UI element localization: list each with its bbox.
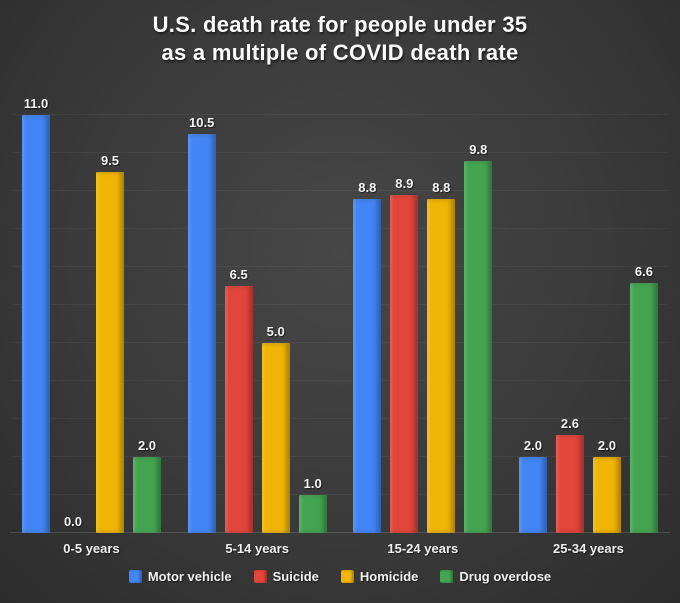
bar-group: 11.0 0.0 9.5 2.0 bbox=[22, 96, 161, 534]
gridline bbox=[12, 342, 668, 344]
value-label: 2.0 bbox=[597, 438, 616, 454]
chart-title-line2: as a multiple of COVID death rate bbox=[161, 40, 519, 66]
gridline bbox=[12, 190, 668, 192]
legend-label: Homicide bbox=[359, 569, 419, 585]
bar-drug-overdose bbox=[133, 457, 161, 534]
bar-homicide bbox=[96, 172, 124, 534]
bar-group: 10.5 6.5 5.0 1.0 bbox=[187, 115, 327, 534]
chart-title: U.S. death rate for people under 35 as a… bbox=[0, 0, 680, 67]
category-label: 25-34 years bbox=[553, 541, 624, 557]
bar-slot: 5.0 bbox=[261, 324, 290, 534]
bar-drug-overdose bbox=[464, 160, 493, 534]
bar-group: 2.0 2.6 2.0 6.6 bbox=[518, 263, 658, 534]
gridline bbox=[12, 494, 668, 496]
legend-item: Motor vehicle bbox=[128, 569, 232, 585]
value-label: 2.0 bbox=[523, 438, 542, 454]
bar-slot: 2.0 bbox=[133, 438, 161, 534]
chart-area: 11.0 0.0 9.5 2.0 10.5 6.5 5.0 1.0 8.8 8.9 8.8 9.8 2.… bbox=[0, 73, 680, 534]
bar-homicide bbox=[427, 198, 456, 534]
bar-motor-vehicle bbox=[518, 457, 547, 534]
value-label: 8.8 bbox=[432, 179, 451, 195]
bar-slot: 9.8 bbox=[464, 141, 493, 534]
value-label: 8.8 bbox=[358, 179, 377, 195]
bar-motor-vehicle bbox=[187, 134, 216, 534]
bar-slot: 8.8 bbox=[427, 179, 456, 534]
category-label: 15-24 years bbox=[387, 541, 459, 557]
value-label: 1.0 bbox=[303, 476, 322, 492]
legend-swatch bbox=[340, 570, 354, 584]
bar-motor-vehicle bbox=[353, 198, 382, 534]
bar-homicide bbox=[261, 343, 290, 534]
value-label: 8.9 bbox=[395, 176, 414, 192]
gridline bbox=[12, 266, 668, 268]
gridline bbox=[12, 228, 668, 230]
bar-slot: 1.0 bbox=[298, 476, 327, 534]
bar-slot: 0.0 bbox=[59, 514, 87, 533]
gridline bbox=[12, 456, 668, 458]
bar-homicide bbox=[592, 457, 621, 534]
legend-swatch bbox=[440, 570, 454, 584]
bar-slot: 8.9 bbox=[390, 176, 419, 534]
bar-slot: 9.5 bbox=[96, 153, 124, 534]
value-label: 10.5 bbox=[189, 115, 215, 131]
bar-group: 8.8 8.9 8.8 9.8 bbox=[353, 141, 493, 534]
gridline bbox=[12, 114, 668, 116]
value-label: 9.8 bbox=[469, 141, 488, 157]
bar-suicide bbox=[555, 434, 584, 534]
value-label: 6.5 bbox=[229, 267, 248, 283]
bar-row: 8.8 8.9 8.8 9.8 bbox=[353, 141, 493, 534]
legend-swatch bbox=[253, 570, 267, 584]
value-label: 2.0 bbox=[137, 438, 157, 454]
legend-swatch bbox=[128, 570, 142, 584]
bar-slot: 6.6 bbox=[629, 263, 658, 534]
bar-suicide bbox=[224, 286, 253, 534]
bar-slot: 6.5 bbox=[224, 267, 253, 534]
legend-item: Homicide bbox=[340, 569, 419, 585]
bar-row: 11.0 0.0 9.5 2.0 bbox=[22, 96, 161, 534]
legend-item: Suicide bbox=[253, 569, 319, 585]
value-label: 6.6 bbox=[634, 263, 653, 279]
category-label: 0-5 years bbox=[63, 541, 120, 557]
legend-label: Motor vehicle bbox=[147, 569, 232, 585]
legend-label: Suicide bbox=[272, 569, 319, 585]
value-label: 11.0 bbox=[23, 96, 49, 112]
bar-slot: 2.0 bbox=[518, 438, 547, 534]
bar-slot: 10.5 bbox=[187, 115, 216, 534]
bar-slot: 8.8 bbox=[353, 179, 382, 534]
bar-motor-vehicle bbox=[22, 115, 50, 534]
gridlines bbox=[0, 73, 680, 533]
category-axis: 0-5 years 5-14 years 15-24 years 25-34 year… bbox=[0, 541, 680, 556]
bar-groups: 11.0 0.0 9.5 2.0 10.5 6.5 5.0 1.0 8.8 8.9 8.8 9.8 2.… bbox=[0, 96, 680, 534]
bar-drug-overdose bbox=[629, 282, 658, 534]
value-label: 5.0 bbox=[266, 324, 285, 340]
bar-slot: 2.6 bbox=[555, 415, 584, 534]
value-label: 2.6 bbox=[560, 415, 579, 431]
gridline bbox=[12, 380, 668, 382]
gridline bbox=[12, 152, 668, 154]
chart-title-line1: U.S. death rate for people under 35 bbox=[152, 12, 528, 37]
legend-label: Drug overdose bbox=[459, 569, 552, 585]
bar-row: 2.0 2.6 2.0 6.6 bbox=[518, 263, 658, 534]
x-axis-baseline bbox=[10, 532, 670, 534]
gridline bbox=[12, 418, 668, 420]
bar-row: 10.5 6.5 5.0 1.0 bbox=[187, 115, 327, 534]
legend-item: Drug overdose bbox=[440, 569, 551, 584]
legend: Motor vehicle Suicide Homicide Drug overdos… bbox=[0, 569, 680, 584]
bar-drug-overdose bbox=[298, 495, 327, 534]
category-label: 5-14 years bbox=[225, 541, 289, 557]
bar-slot: 2.0 bbox=[592, 438, 621, 534]
bar-suicide bbox=[390, 195, 419, 534]
gridline bbox=[12, 304, 668, 306]
value-label: 9.5 bbox=[100, 153, 120, 169]
value-label: 0.0 bbox=[63, 514, 83, 530]
bar-slot: 11.0 bbox=[22, 96, 50, 534]
